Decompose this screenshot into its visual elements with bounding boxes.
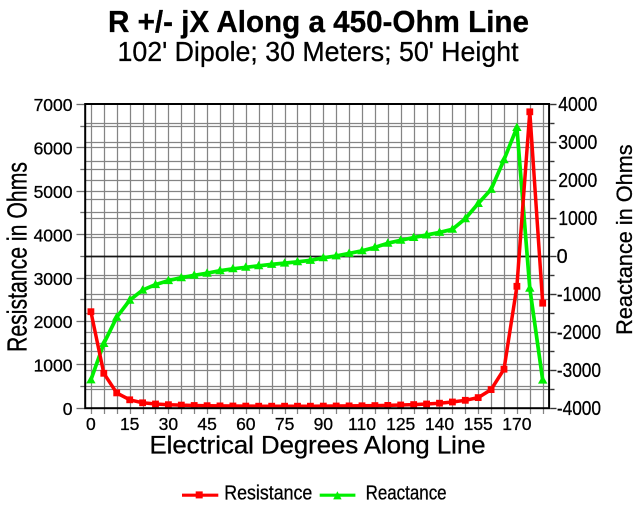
- svg-text:3000: 3000: [34, 269, 73, 289]
- svg-text:102' Dipole; 30 Meters; 50' He: 102' Dipole; 30 Meters; 50' Height: [118, 36, 519, 67]
- svg-text:0: 0: [63, 399, 73, 419]
- svg-text:0: 0: [557, 245, 568, 268]
- svg-text:-1000: -1000: [557, 283, 601, 306]
- svg-text:R +/- jX Along a 450-Ohm Line: R +/- jX Along a 450-Ohm Line: [108, 4, 529, 39]
- svg-text:0: 0: [86, 414, 96, 434]
- svg-text:6000: 6000: [34, 139, 73, 159]
- svg-text:60: 60: [236, 414, 256, 434]
- svg-text:7000: 7000: [34, 95, 73, 115]
- svg-text:Resistance: Resistance: [224, 483, 312, 505]
- svg-text:1000: 1000: [558, 207, 597, 230]
- svg-text:Electrical Degrees Along Line: Electrical Degrees Along Line: [150, 432, 486, 460]
- svg-text:3000: 3000: [558, 131, 597, 154]
- svg-text:-4000: -4000: [557, 397, 601, 420]
- svg-text:125: 125: [386, 414, 415, 434]
- svg-text:140: 140: [425, 414, 454, 434]
- svg-text:1000: 1000: [34, 356, 73, 376]
- svg-text:45: 45: [197, 414, 216, 434]
- svg-text:Reactance in Ohms: Reactance in Ohms: [612, 144, 637, 335]
- svg-text:Resistance in Ohms: Resistance in Ohms: [2, 162, 33, 352]
- svg-text:Reactance: Reactance: [366, 483, 447, 505]
- svg-text:75: 75: [275, 414, 294, 434]
- svg-text:4000: 4000: [34, 225, 73, 245]
- svg-text:4000: 4000: [558, 93, 597, 116]
- svg-text:15: 15: [120, 414, 139, 434]
- svg-text:170: 170: [502, 414, 531, 434]
- svg-text:30: 30: [159, 414, 179, 434]
- svg-text:155: 155: [464, 414, 493, 434]
- svg-text:-3000: -3000: [557, 359, 601, 382]
- svg-text:2000: 2000: [558, 169, 597, 192]
- svg-text:-2000: -2000: [557, 321, 601, 344]
- svg-text:110: 110: [348, 414, 376, 434]
- svg-text:2000: 2000: [34, 312, 73, 332]
- svg-text:90: 90: [314, 414, 334, 434]
- svg-text:5000: 5000: [34, 182, 73, 202]
